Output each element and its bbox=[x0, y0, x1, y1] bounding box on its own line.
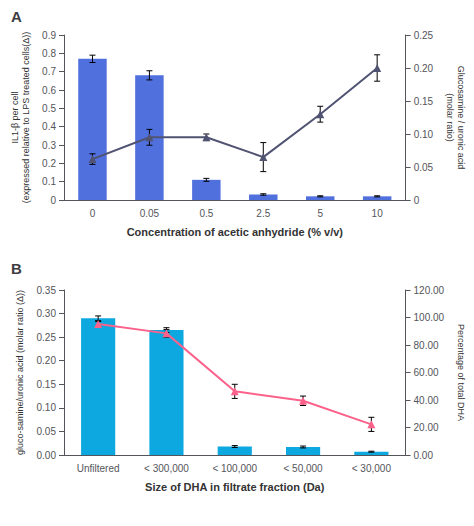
svg-text:< 30,000: < 30,000 bbox=[352, 463, 392, 474]
svg-text:20.00: 20.00 bbox=[414, 422, 439, 433]
svg-text:Percentage of total DHA: Percentage of total DHA bbox=[456, 324, 466, 421]
svg-text:0.25: 0.25 bbox=[414, 30, 434, 41]
svg-text:0.5: 0.5 bbox=[199, 208, 213, 219]
svg-text:2.5: 2.5 bbox=[256, 208, 270, 219]
svg-text:0.3: 0.3 bbox=[42, 140, 56, 151]
svg-text:0.1: 0.1 bbox=[42, 176, 56, 187]
svg-text:Glucosamine / uronic acid: Glucosamine / uronic acid bbox=[456, 66, 466, 170]
svg-text:gluco-samine/uronic acid (mola: gluco-samine/uronic acid (molar ratio (Δ… bbox=[15, 290, 25, 455]
svg-text:A: A bbox=[11, 8, 22, 25]
svg-text:< 300,000: < 300,000 bbox=[144, 463, 189, 474]
svg-text:0.6: 0.6 bbox=[42, 85, 56, 96]
svg-text:Concentration of acetic anhydr: Concentration of acetic anhydride (% v/v… bbox=[127, 226, 344, 238]
svg-text:0.05: 0.05 bbox=[414, 162, 434, 173]
svg-text:IL1-β per cell: IL1-β per cell bbox=[10, 91, 20, 143]
svg-text:100.00: 100.00 bbox=[414, 312, 445, 323]
svg-text:0.2: 0.2 bbox=[42, 158, 56, 169]
svg-text:0.15: 0.15 bbox=[37, 379, 57, 390]
svg-text:Size of DHA in filtrate fracti: Size of DHA in filtrate fraction (Da) bbox=[145, 481, 325, 493]
svg-text:10: 10 bbox=[372, 208, 384, 219]
svg-text:0.10: 0.10 bbox=[414, 129, 434, 140]
svg-text:B: B bbox=[11, 260, 22, 277]
svg-text:0: 0 bbox=[50, 195, 56, 206]
svg-text:0.9: 0.9 bbox=[42, 30, 56, 41]
svg-text:< 50,000: < 50,000 bbox=[283, 463, 323, 474]
svg-text:0: 0 bbox=[90, 208, 96, 219]
svg-text:0.15: 0.15 bbox=[414, 96, 434, 107]
svg-text:0: 0 bbox=[414, 195, 420, 206]
svg-text:< 100,000: < 100,000 bbox=[212, 463, 257, 474]
svg-text:0.5: 0.5 bbox=[42, 103, 56, 114]
svg-text:0.30: 0.30 bbox=[37, 308, 57, 319]
svg-text:60.00: 60.00 bbox=[414, 367, 439, 378]
svg-text:0.10: 0.10 bbox=[37, 402, 57, 413]
svg-text:0.25: 0.25 bbox=[37, 332, 57, 343]
svg-text:(expressed relative to LPS tre: (expressed relative to LPS treated cells… bbox=[21, 32, 31, 204]
svg-text:5: 5 bbox=[317, 208, 323, 219]
svg-text:0.4: 0.4 bbox=[42, 121, 56, 132]
svg-text:0.00: 0.00 bbox=[414, 450, 434, 461]
svg-text:0.20: 0.20 bbox=[414, 63, 434, 74]
svg-text:120.00: 120.00 bbox=[414, 285, 445, 296]
svg-text:80.00: 80.00 bbox=[414, 340, 439, 351]
svg-text:0.20: 0.20 bbox=[37, 355, 57, 366]
svg-text:0.7: 0.7 bbox=[42, 66, 56, 77]
svg-text:0.05: 0.05 bbox=[37, 426, 57, 437]
svg-text:0.8: 0.8 bbox=[42, 48, 56, 59]
svg-text:40.00: 40.00 bbox=[414, 395, 439, 406]
svg-text:0.35: 0.35 bbox=[37, 285, 57, 296]
svg-text:0.00: 0.00 bbox=[37, 450, 57, 461]
svg-text:Unfiltered: Unfiltered bbox=[77, 463, 120, 474]
svg-text:0.05: 0.05 bbox=[140, 208, 160, 219]
svg-text:(molar ratio): (molar ratio) bbox=[445, 93, 455, 142]
